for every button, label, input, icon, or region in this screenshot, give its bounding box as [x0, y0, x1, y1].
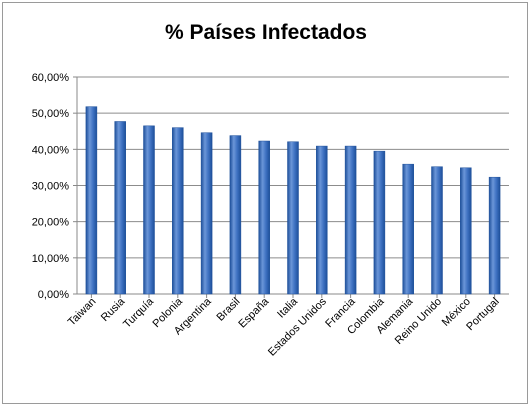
- bar: [258, 140, 270, 295]
- y-tick-label: 40,00%: [32, 144, 70, 156]
- bar: [460, 167, 472, 295]
- x-tick-label: Taiwan: [66, 296, 99, 329]
- y-tick-label: 50,00%: [32, 108, 70, 120]
- chart-title: % Países Infectados: [165, 21, 367, 44]
- bar: [85, 106, 98, 295]
- bar: [402, 163, 414, 295]
- bar: [373, 150, 386, 295]
- x-tick-label: Turquía: [121, 295, 157, 331]
- x-tick-label: España: [236, 295, 271, 330]
- x-tick-label: Italia: [275, 295, 301, 321]
- bar: [114, 121, 126, 295]
- bar: [229, 135, 242, 295]
- bar: [488, 176, 501, 295]
- y-tick-label: 0,00%: [38, 289, 69, 301]
- bars: [85, 106, 501, 295]
- y-tick-label: 30,00%: [32, 181, 70, 193]
- y-tick-label: 10,00%: [32, 253, 70, 265]
- bar: [344, 145, 357, 295]
- bar: [200, 132, 213, 295]
- bar: [316, 145, 328, 295]
- bar: [431, 166, 443, 295]
- y-tick-label: 60,00%: [32, 72, 70, 84]
- y-tick-label: 20,00%: [32, 217, 70, 229]
- bar: [172, 127, 184, 295]
- bar: [143, 125, 155, 295]
- bar: [287, 141, 299, 295]
